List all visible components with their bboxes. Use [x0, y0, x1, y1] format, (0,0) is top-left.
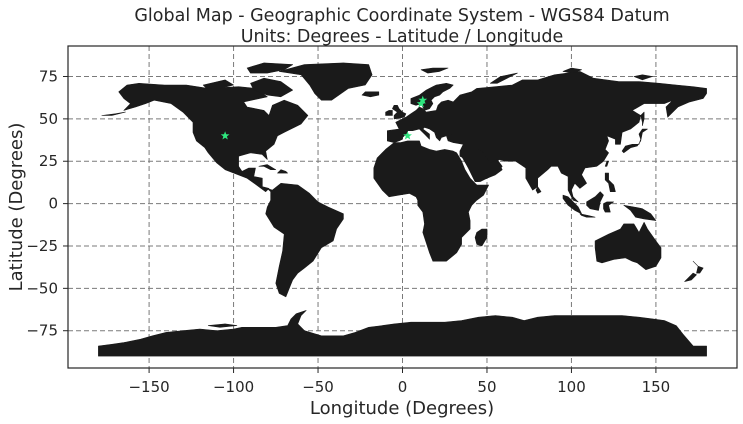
land-iceland: [361, 91, 380, 98]
land-new-guinea: [623, 205, 657, 221]
land-new-zealand-north: [692, 260, 704, 274]
land-hispaniola: [277, 169, 288, 174]
land-baffin-island: [250, 77, 293, 98]
star-marker: [403, 131, 412, 140]
land-south-america: [265, 183, 344, 298]
y-tick-label: −50: [26, 279, 58, 297]
marker-points: [220, 95, 428, 140]
land-severnaya-zemlya: [562, 67, 582, 74]
chart-title-line-1: Global Map - Geographic Coordinate Syste…: [134, 6, 669, 26]
x-tick-label: 50: [477, 378, 496, 396]
x-tick-label: −100: [213, 378, 254, 396]
x-tick-label: 0: [398, 378, 408, 396]
y-tick-label: −25: [26, 237, 58, 255]
land-north-america: [118, 83, 309, 192]
land-alaska-islands: [101, 111, 126, 116]
land-sumatra: [562, 194, 582, 215]
x-tick-label: −50: [302, 378, 334, 396]
land-madagascar: [474, 228, 488, 247]
land-victoria-island: [202, 79, 234, 89]
x-tick-label: 100: [557, 378, 586, 396]
x-tick-label: −150: [128, 378, 169, 396]
y-tick-label: −75: [26, 322, 58, 340]
y-tick-label: 50: [39, 110, 58, 128]
land-arabia: [461, 149, 503, 182]
land-cuba: [258, 164, 277, 170]
y-tick-label: 25: [39, 152, 58, 170]
land-taiwan: [604, 160, 609, 167]
x-tick-label: 150: [642, 378, 671, 396]
land-novaya-zemlya: [490, 72, 518, 84]
star-marker: [418, 95, 428, 104]
x-axis-ticks: −150 −100 −50 0 50 100 150: [128, 368, 670, 396]
chart-title-line-2: Units: Degrees - Latitude / Longitude: [241, 27, 564, 47]
y-tick-label: 75: [39, 68, 58, 86]
land-sakhalin: [640, 111, 645, 126]
land-australia: [594, 222, 662, 270]
land-svalbard: [420, 67, 449, 74]
land-philippines: [604, 172, 616, 192]
land-africa: [373, 140, 489, 262]
land-new-zealand-south: [684, 272, 697, 282]
land-greenland: [278, 62, 373, 101]
land-eurasia: [387, 71, 707, 203]
y-tick-label: 0: [48, 195, 58, 213]
y-axis-ticks: 75 50 25 0 −25 −50 −75: [26, 68, 68, 340]
land-great-britain: [392, 105, 407, 120]
land-ross-ice-shelf-islands: [207, 323, 238, 328]
land-new-siberian-islands: [633, 74, 653, 81]
land-borneo: [586, 191, 604, 211]
land-ireland: [385, 110, 393, 116]
land-sulawesi: [603, 201, 614, 213]
land-antarctica: [98, 310, 707, 357]
land-ellesmere-island: [246, 62, 293, 74]
land-sri-lanka: [535, 186, 542, 194]
y-axis-label: Latitude (Degrees): [6, 123, 27, 292]
land-japan: [621, 128, 648, 154]
grid-lines: [68, 46, 737, 368]
land-java: [579, 213, 596, 218]
x-axis-label: Longitude (Degrees): [310, 398, 494, 419]
star-marker: [220, 131, 230, 140]
landmasses: [98, 62, 707, 357]
